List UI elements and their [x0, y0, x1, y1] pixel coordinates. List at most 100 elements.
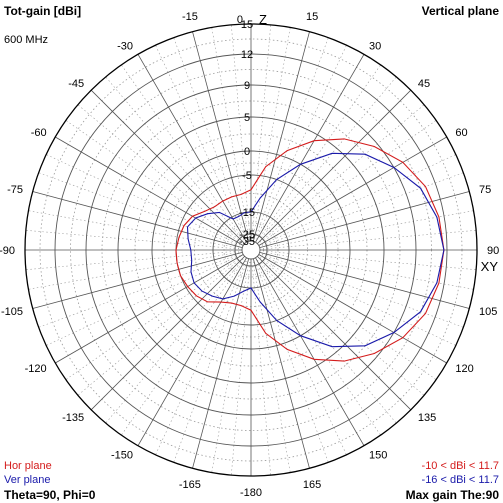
series-ver-plane-line — [186, 152, 445, 348]
grid-spoke-minor — [28, 252, 236, 290]
grid-spoke-major — [255, 54, 365, 243]
grid-spoke-minor — [38, 255, 237, 328]
angle-tick-label: -30 — [117, 41, 133, 53]
grid-spoke-major — [252, 258, 310, 469]
angle-tick-label: -150 — [111, 449, 133, 461]
grid-spoke-minor — [263, 258, 437, 380]
grid-spoke-major — [55, 136, 244, 246]
grid-spoke-major — [255, 257, 365, 446]
grid-ring-major — [234, 233, 268, 267]
grid-spoke-minor — [257, 45, 347, 236]
grid-spoke-minor — [155, 45, 245, 236]
angle-tick-label: -135 — [62, 412, 84, 424]
radial-tick-label: 15 — [241, 19, 253, 31]
grid-spoke-minor — [265, 255, 464, 328]
angle-tick-label: 60 — [455, 127, 467, 139]
grid-spoke-minor — [253, 27, 291, 235]
angle-tick-label: -15 — [182, 11, 198, 23]
grid-spoke-major — [90, 89, 245, 244]
grid-spoke-minor — [77, 104, 239, 240]
radial-tick-label: 0 — [244, 146, 250, 158]
grid-spoke-minor — [231, 24, 250, 235]
radial-tick-label: 12 — [241, 49, 253, 61]
grid-spoke-minor — [256, 264, 329, 463]
grid-spoke-major — [259, 191, 470, 249]
grid-spoke-minor — [121, 64, 243, 238]
grid-ring-major — [241, 240, 261, 260]
theta-phi-label: Theta=90, Phi=0 — [4, 488, 96, 502]
angle-tick-label: 120 — [455, 363, 473, 375]
grid-spoke-major — [90, 256, 245, 411]
angle-tick-label: -180 — [240, 487, 262, 499]
angle-tick-label: -90 — [0, 245, 15, 257]
grid-spoke-minor — [231, 265, 250, 476]
grid-spoke-minor — [259, 262, 381, 436]
grid-ring-major — [117, 116, 385, 384]
grid-spoke-minor — [211, 27, 249, 235]
angle-tick-label: 75 — [479, 184, 491, 196]
angle-tick-label: 0 — [237, 14, 243, 26]
grid-spoke-minor — [252, 24, 271, 235]
grid-spoke-major — [252, 31, 310, 242]
grid-ring-major — [54, 53, 448, 447]
grid-spoke-major — [137, 54, 247, 243]
angle-tick-label: -60 — [31, 127, 47, 139]
grid-spoke-minor — [65, 258, 239, 380]
radial-tick-label: -35 — [239, 236, 255, 248]
grid-spoke-major — [32, 191, 243, 249]
angle-tick-label: 105 — [479, 306, 497, 318]
angle-tick-label: 90 — [487, 245, 499, 257]
angle-tick-label: 150 — [369, 449, 387, 461]
grid-spoke-major — [32, 251, 243, 309]
grid-spoke-minor — [263, 104, 425, 240]
angle-tick-label: 15 — [306, 11, 318, 23]
grid-spoke-minor — [105, 262, 241, 424]
grid-spoke-major — [137, 257, 247, 446]
plane-title: Vertical plane — [421, 4, 499, 18]
hor-range-label: -10 < dBi < 11.7 — [421, 460, 499, 472]
grid-spoke-minor — [253, 265, 291, 473]
grid-spoke-minor — [38, 172, 237, 245]
angle-tick-label: 45 — [418, 78, 430, 90]
grid-spoke-minor — [266, 230, 477, 249]
grid-ring-major — [151, 150, 351, 350]
ver-range-label: -16 < dBi < 11.7 — [421, 474, 499, 486]
grid-spoke-minor — [266, 252, 474, 290]
chart-title: Tot-gain [dBi] — [4, 4, 82, 18]
grid-spoke-minor — [121, 262, 243, 436]
grid-spoke-major — [258, 254, 447, 364]
grid-spoke-minor — [259, 64, 381, 238]
grid-spoke-minor — [257, 264, 347, 455]
grid-spoke-minor — [173, 264, 246, 463]
grid-spoke-minor — [173, 37, 246, 236]
grid-spoke-minor — [266, 251, 477, 270]
grid-spoke-minor — [28, 210, 236, 248]
radial-tick-label: 9 — [244, 80, 250, 92]
angle-tick-label: 30 — [369, 41, 381, 53]
legend-hor-plane: Hor plane — [4, 460, 52, 472]
grid-spoke-major — [257, 256, 412, 411]
radial-tick-label: 5 — [244, 112, 250, 124]
radial-tick-label: -25 — [239, 229, 255, 241]
grid-spoke-minor — [265, 154, 456, 244]
xy-axis-label: XY — [481, 259, 499, 274]
grid-spoke-minor — [25, 230, 236, 249]
grid-spoke-minor — [261, 76, 397, 238]
radial-tick-label: -5 — [242, 170, 252, 182]
grid-spoke-minor — [263, 260, 425, 396]
angle-tick-label: -45 — [68, 78, 84, 90]
angle-tick-label: -165 — [179, 479, 201, 491]
grid-spoke-minor — [25, 251, 236, 270]
grid-ring-major — [85, 84, 417, 416]
grid-spoke-minor — [252, 265, 271, 476]
angle-tick-label: -120 — [25, 363, 47, 375]
grid-spoke-minor — [155, 264, 245, 455]
max-gain-label: Max gain The:90 — [405, 488, 499, 502]
grid-spoke-minor — [261, 262, 397, 424]
grid-spoke-minor — [265, 256, 456, 346]
grid-spoke-major — [258, 136, 447, 246]
grid-spoke-minor — [65, 120, 239, 242]
grid-spoke-minor — [266, 210, 474, 248]
grid-spoke-minor — [263, 120, 437, 242]
